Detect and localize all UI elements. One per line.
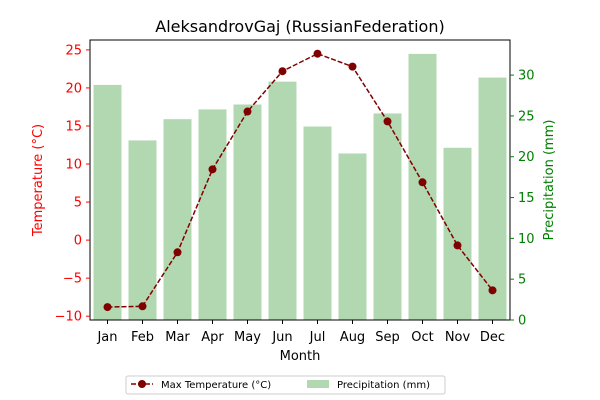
x-axis-tick-label: Mar: [165, 330, 190, 345]
x-axis-tick-label: Oct: [411, 330, 433, 345]
temperature-point-dec: [488, 286, 497, 295]
temperature-point-sep: [383, 117, 392, 126]
right-axis-tick-label: 10: [518, 232, 535, 247]
precipitation-bar-nov: [443, 147, 472, 320]
left-axis-tick-label: 10: [65, 158, 82, 173]
left-axis-tick-label: 0: [74, 234, 82, 249]
x-axis-tick-label: Jan: [96, 330, 117, 345]
legend-temperature-marker: [138, 380, 146, 388]
plot-frame: [89, 39, 511, 321]
legend: Max Temperature (°C) Precipitation (mm): [125, 375, 446, 395]
precipitation-bar-jun: [268, 81, 297, 320]
x-axis: Jan Feb Mar Apr May Jun Jul Aug Sep Oct Nov Dec: [96, 320, 505, 345]
x-axis-tick-label: Nov: [445, 330, 471, 345]
right-axis: 0 5 10 15 20 25 30: [510, 69, 535, 329]
legend-temperature-label: Max Temperature (°C): [161, 380, 271, 391]
temperature-point-jun: [278, 67, 287, 76]
right-axis-tick-label: 15: [518, 191, 535, 206]
chart-title: AleksandrovGaj (RussianFederation): [155, 17, 444, 36]
left-axis-tick-label: 20: [65, 81, 82, 96]
left-axis: −10 −5 0 5 10 15 20 25: [55, 43, 90, 325]
temperature-point-mar: [173, 248, 182, 257]
legend-box: [125, 375, 446, 395]
left-axis-tick-label: 25: [65, 43, 82, 58]
precipitation-bar-may: [233, 104, 262, 321]
precipitation-bar-jan: [93, 84, 122, 321]
precipitation-bar-mar: [163, 119, 192, 321]
temperature-point-nov: [453, 241, 462, 250]
right-axis-title: Precipitation (mm): [542, 120, 557, 241]
x-axis-tick-label: Aug: [340, 330, 365, 345]
x-axis-tick-label: Jul: [309, 330, 326, 345]
legend-precipitation-label: Precipitation (mm): [337, 380, 430, 391]
right-axis-tick-label: 25: [518, 109, 535, 124]
x-axis-tick-label: Feb: [131, 330, 154, 345]
precipitation-bar-feb: [128, 140, 157, 320]
right-axis-tick-label: 0: [518, 314, 526, 329]
temperature-point-feb: [138, 302, 147, 311]
right-axis-tick-label: 30: [518, 69, 535, 84]
temperature-point-aug: [348, 62, 357, 71]
temperature-point-jul: [313, 49, 322, 58]
left-axis-title: Temperature (°C): [31, 124, 46, 237]
x-axis-tick-label: Apr: [201, 330, 224, 345]
x-axis-tick-label: Jun: [271, 330, 292, 345]
temperature-line-group: [103, 49, 497, 312]
temperature-line: [107, 52, 494, 308]
precipitation-bar-jul: [303, 126, 332, 320]
right-axis-tick-label: 20: [518, 150, 535, 165]
temperature-point-may: [243, 107, 252, 116]
temperature-point-apr: [208, 165, 217, 174]
x-axis-tick-label: Sep: [375, 330, 400, 345]
left-axis-tick-label: 5: [74, 196, 82, 211]
left-axis-tick-label: −10: [55, 310, 82, 325]
temperature-point-jan: [103, 303, 112, 312]
x-axis-tick-label: Dec: [480, 330, 505, 345]
x-axis-tick-label: May: [234, 330, 261, 345]
precipitation-bar-dec: [478, 77, 507, 320]
temperature-point-oct: [418, 178, 427, 187]
legend-precipitation-swatch: [307, 380, 329, 388]
right-axis-tick-label: 5: [518, 273, 526, 288]
x-axis-title: Month: [280, 349, 321, 364]
precipitation-bar-oct: [408, 53, 437, 320]
left-axis-tick-label: −5: [63, 272, 82, 287]
precipitation-bars: [93, 53, 507, 321]
precipitation-bar-aug: [338, 153, 367, 320]
left-axis-tick-label: 15: [65, 119, 82, 134]
precipitation-bar-apr: [198, 109, 227, 320]
precipitation-bar-sep: [373, 113, 402, 320]
